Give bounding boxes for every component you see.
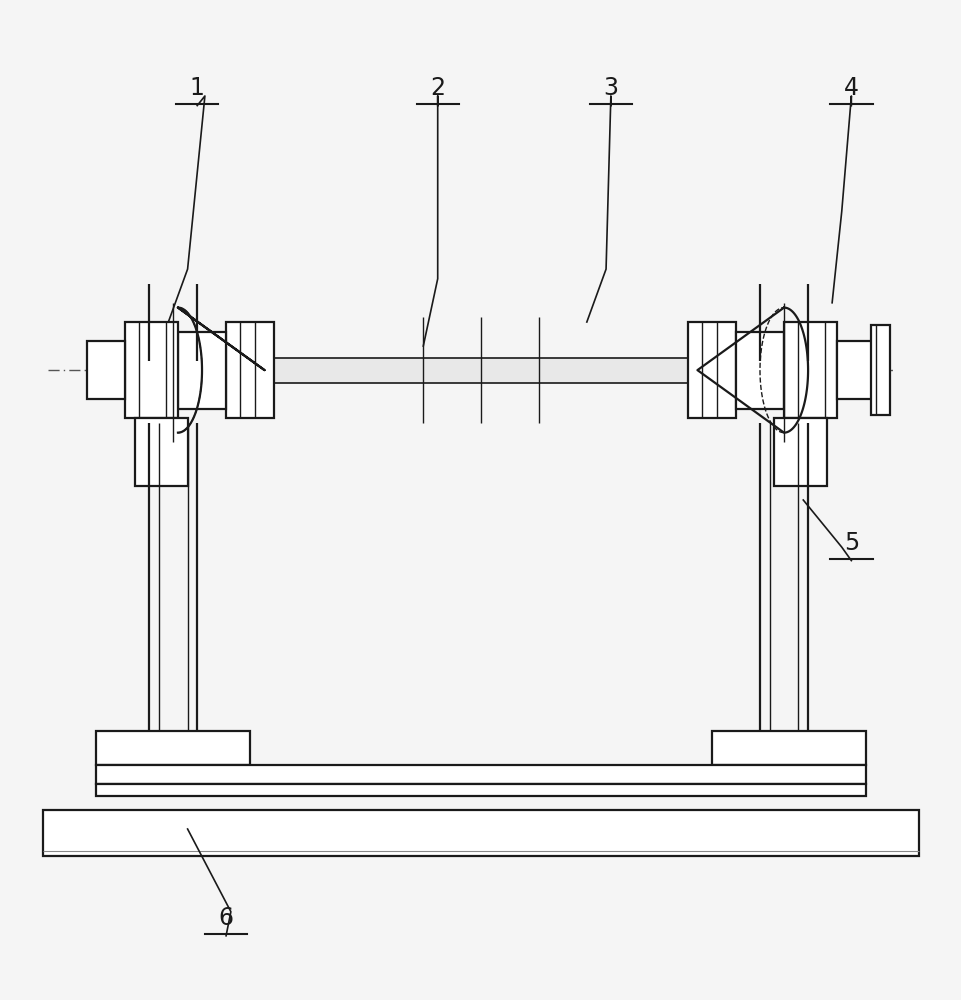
Text: 3: 3 [603,76,618,100]
Bar [178,332,226,409]
Bar [264,358,692,383]
Text: 6: 6 [218,906,234,930]
Bar [96,784,865,796]
Bar [226,322,274,418]
Bar [774,418,826,486]
Bar [135,418,187,486]
Bar [735,332,783,409]
Bar [96,765,865,784]
Bar [711,731,865,765]
Text: 1: 1 [189,76,205,100]
Bar [43,810,918,856]
Bar [836,341,875,399]
Text: 5: 5 [843,531,858,555]
Text: 2: 2 [430,76,445,100]
Bar [687,322,735,418]
Bar [96,731,250,765]
Text: 4: 4 [843,76,858,100]
Bar [86,341,125,399]
Bar [870,325,889,415]
Bar [125,322,178,418]
Bar [783,322,836,418]
